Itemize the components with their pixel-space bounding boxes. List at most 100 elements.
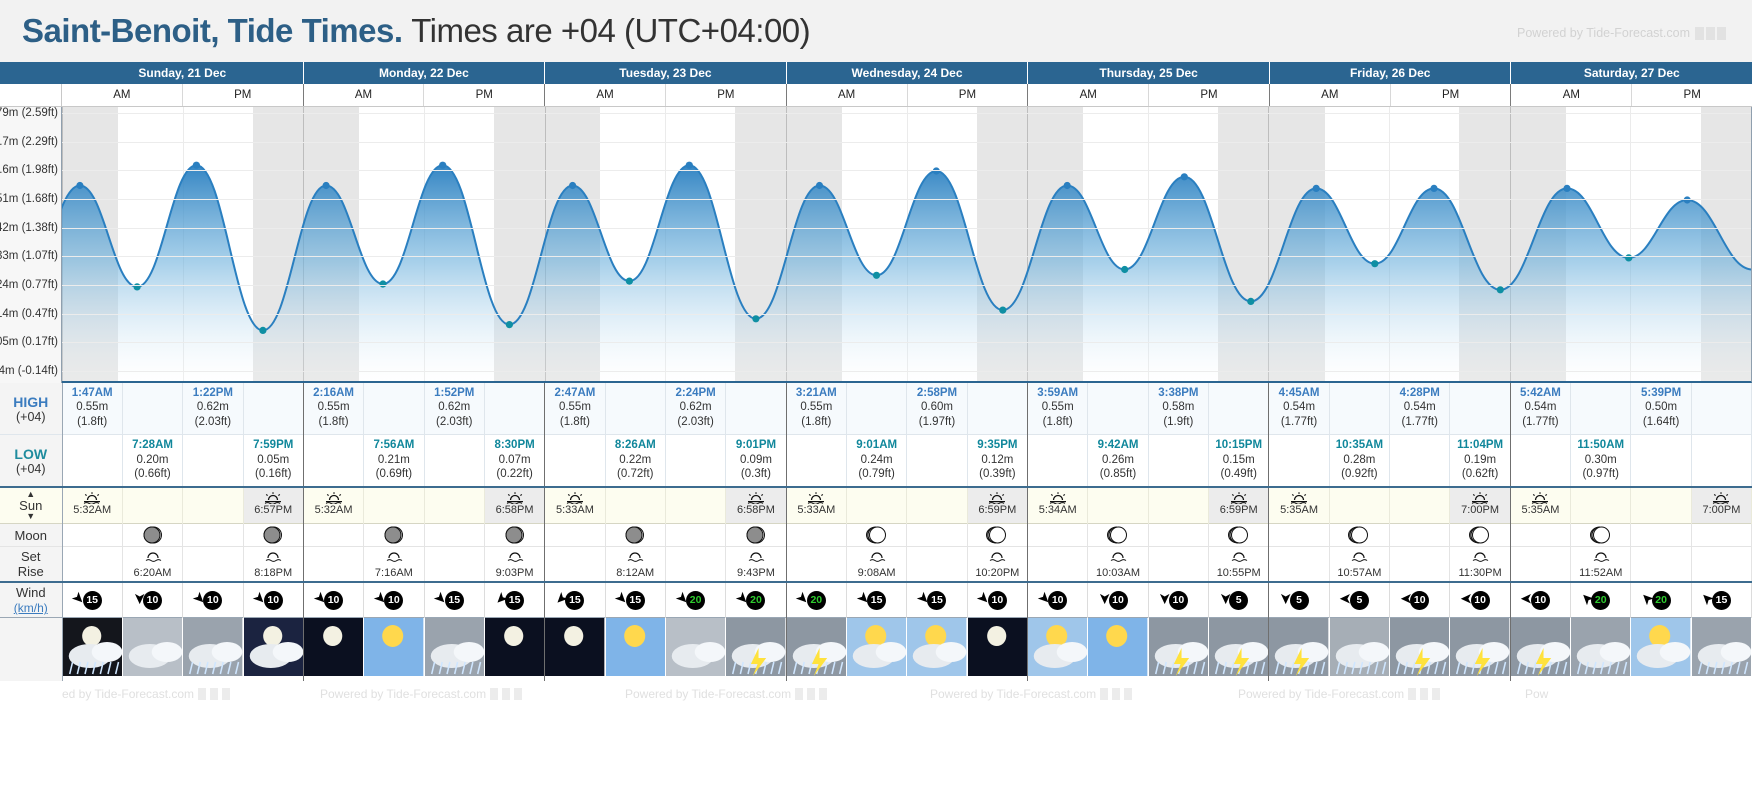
high-am-3-meters: 0.55m [800,401,833,414]
moonrise-icon [990,552,1006,563]
wind-cell-17: ➤ 10 [1087,582,1149,618]
wind-arrow-icon-19: ➤ [1216,592,1234,606]
low-cell-2 [182,434,244,488]
moonset-icon [386,552,403,563]
wx-rain-drop [1335,662,1341,675]
moonrise-icon [1472,552,1489,563]
wx-rain-drop [1743,662,1749,675]
high-pm-4-meters: 0.58m [1162,401,1195,414]
low-cell-26 [1630,434,1692,488]
moon-cell-17 [1087,523,1149,547]
low-am-1-meters: 0.21m [377,453,410,466]
weather-row-label [0,617,63,682]
moon-cell-3 [243,523,304,547]
wind-cell-3: ➤ 10 [243,582,304,618]
low-pm-3-meters: 0.12m [981,453,1014,466]
wx-rain-drop [1305,662,1311,675]
gridline-h-7 [62,313,1751,315]
wx-rain-drop [1154,662,1160,675]
watermark-1: Powered by Tide-Forecast.com [320,687,523,701]
low-cell-23: 11:04PM 0.19m (0.62ft) [1449,434,1511,488]
weather-cell-17 [1087,617,1149,682]
low-am-6-feet: (0.97ft) [1582,467,1619,480]
wx-rain-drop [219,662,225,675]
wx-cloud-icon-2 [1298,642,1329,663]
ampm-am-5: AM [1270,84,1391,106]
moon-set-rise-row: Set Rise 6:20AM 8:18PM 7:16AM 9:03PM 8:12AM 9:4… [0,546,1752,583]
weather-cell-18 [1148,617,1210,682]
wind-speed-badge-20: 5 [1289,590,1309,610]
watermark-bar-icon [1112,688,1121,701]
high-pm-3-feet: (1.97ft) [918,415,956,428]
wind-badge-1: ➤ 10 [130,589,175,611]
wx-cloud-icon-2 [1720,642,1752,663]
tide-point-high-2 [192,161,200,169]
day-divider-4 [1027,107,1029,381]
moon-setrise-cell-25: 11:52AM [1570,546,1632,583]
wind-badge-4: ➤ 10 [309,588,356,611]
sunrise-sunset-icon [1049,492,1066,505]
high-cell-6: 1:52PM 0.62m (2.03ft) [424,383,485,435]
weather-icon-1 [122,618,183,677]
wx-rain-drop [1486,662,1492,675]
wind-badge-9: ➤ 15 [611,588,657,611]
wind-speed-badge-3: 10 [263,590,283,610]
sunrise-time-2: 5:33AM [555,504,594,517]
wx-rain-drop [1600,662,1605,675]
low-cell-4 [303,434,365,488]
tide-curve [62,161,1751,381]
weather-cell-20 [1268,617,1330,682]
wx-lightning-icon [1414,648,1431,677]
low-cell-6 [424,434,485,488]
sun-cell-18 [1148,487,1210,524]
moonrise-time-1: 9:03PM [495,567,534,580]
low-pm-3-feet: (0.39ft) [979,467,1016,480]
high-cell-12: 3:21AM 0.55m (1.8ft) [786,383,847,435]
tide-point-low-7 [505,321,513,329]
weather-icon-20 [1269,618,1329,677]
moon-setrise-cell-6 [424,546,485,583]
wx-rain-drop [212,662,217,675]
watermark-0: ed by Tide-Forecast.com [62,687,231,701]
sun-up-arrow-icon: ▲ [26,489,36,500]
wind-cell-16: ➤ 10 [1027,582,1089,618]
day-divider-6 [1509,107,1511,381]
high-cell-10: 2:24PM 0.62m (2.03ft) [665,383,727,435]
low-am-5-time: 10:35AM [1335,439,1384,452]
tide-point-low-9 [625,277,634,285]
wind-cell-15: ➤ 10 [967,582,1029,618]
moon-cell-9 [605,523,666,547]
high-am-2-time: 2:47AM [554,387,596,399]
weather-icon-4 [303,618,364,677]
wind-unit-link[interactable]: (km/h) [13,601,48,616]
high-pm-5-meters: 0.54m [1403,401,1436,414]
daystrip-spacer [0,62,62,84]
high-tide-row: HIGH (+04) 1:47AM 0.55m (1.8ft) 1:22PM 0.62m (2… [0,383,1752,435]
wind-badge-18: ➤ 10 [1156,589,1200,611]
watermark-text-5: Pow [1525,687,1549,702]
moon-cell-26 [1630,523,1692,547]
wx-rain-drop [778,662,783,675]
moon-cell-0 [62,523,123,547]
low-cell-25: 11:50AM 0.30m (0.97ft) [1570,434,1632,488]
moon-setrise-cell-21: 10:57AM [1329,546,1391,583]
moon-cell-12 [786,523,847,547]
moon-cell-21 [1329,523,1391,547]
wx-lightning-icon [1535,648,1551,677]
day-header-1: Monday, 22 Dec [304,62,546,84]
ampm-pm-2: PM [717,89,735,101]
moonrise-time-3: 10:20PM [975,567,1020,580]
sunset-time-2: 6:58PM [736,504,775,517]
weather-cell-3 [243,617,304,682]
wind-badge-6: ➤ 15 [430,588,476,611]
wx-rain-drop [1697,662,1703,675]
high-am-3-time: 3:21AM [795,387,837,399]
high-pm-5-feet: (1.77ft) [1401,415,1438,428]
wx-rain-drop [1494,662,1500,675]
weather-icon-22 [1390,618,1450,677]
day-header-2: Tuesday, 23 Dec [545,62,787,84]
ampm-day-6: AM PM [1511,84,1752,106]
ampm-pm-6: PM [1683,89,1701,101]
high-cell-17 [1087,383,1149,435]
day-header-6: Saturday, 27 Dec [1583,66,1680,80]
